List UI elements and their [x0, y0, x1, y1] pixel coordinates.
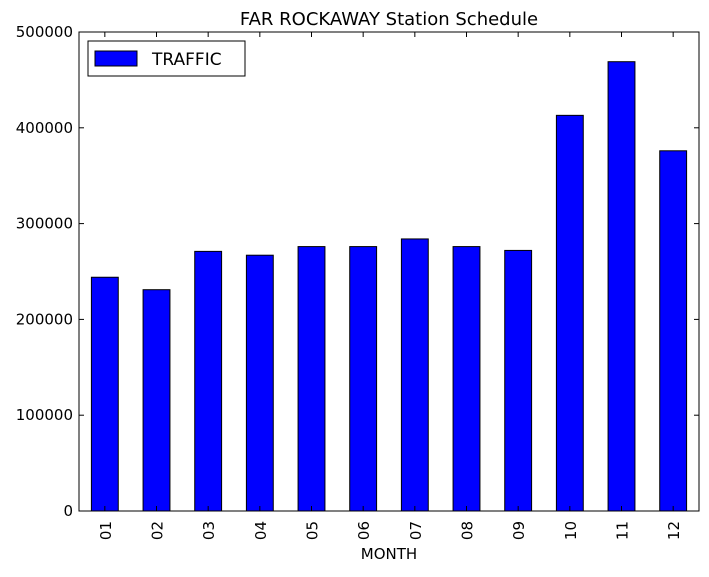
legend: TRAFFIC [87, 40, 246, 77]
legend-swatch-traffic [94, 50, 138, 67]
y-tick-label: 0 [63, 502, 73, 520]
y-tick-label: 200000 [16, 310, 73, 328]
x-tick-label: 07 [407, 521, 425, 540]
legend-label-traffic: TRAFFIC [151, 50, 222, 70]
x-tick-label: 12 [665, 521, 683, 540]
x-tick-label: 03 [200, 521, 218, 540]
bar-12 [659, 150, 688, 512]
bar-11 [607, 61, 636, 512]
y-tick-label: 300000 [16, 215, 73, 233]
bar-07 [400, 238, 429, 512]
x-tick-label: 08 [459, 521, 477, 540]
x-tick-label: 09 [510, 521, 528, 540]
x-tick-label: 11 [614, 521, 632, 540]
x-tick-label: 01 [97, 521, 115, 540]
bar-05 [297, 246, 326, 512]
x-tick-label: 10 [562, 521, 580, 540]
chart-title: FAR ROCKAWAY Station Schedule [240, 9, 538, 30]
y-tick-label: 400000 [16, 119, 73, 137]
bar-09 [504, 249, 533, 512]
bar-02 [142, 289, 171, 512]
x-tick-label: 05 [304, 521, 322, 540]
bar-06 [349, 246, 378, 512]
bar-03 [194, 250, 223, 512]
x-tick-label: 06 [355, 521, 373, 540]
y-tick-label: 500000 [16, 23, 73, 41]
x-tick-label: 04 [252, 521, 270, 540]
y-tick-label: 100000 [16, 406, 73, 424]
bar-04 [245, 254, 274, 512]
bar-01 [90, 276, 119, 512]
x-tick-label: 02 [149, 521, 167, 540]
x-axis-label: MONTH [361, 545, 417, 563]
bar-10 [555, 114, 584, 512]
bar-08 [452, 246, 481, 512]
plot-frame [78, 31, 700, 512]
